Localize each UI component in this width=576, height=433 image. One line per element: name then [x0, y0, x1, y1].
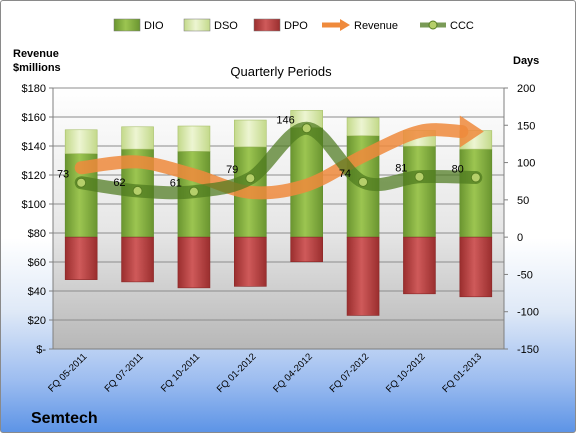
right-tick-label: 50 [517, 195, 529, 207]
legend-arrowhead-revenue [340, 19, 350, 31]
dpo-bar [403, 236, 436, 295]
x-tick-label: FQ 05-2011 [46, 351, 89, 394]
ccc-data-label: 62 [113, 177, 125, 189]
ccc-data-label: 79 [226, 164, 238, 176]
revenue-arrowhead [459, 115, 484, 148]
dpo-bar [346, 236, 380, 316]
right-tick-label: -50 [517, 269, 533, 281]
right-axis-title: Days [513, 55, 539, 67]
dio-bar [459, 148, 493, 238]
ccc-data-label: 146 [276, 114, 294, 126]
dpo-bar [290, 236, 323, 263]
dpo-bar [459, 236, 493, 298]
legend-swatch-dso [183, 18, 211, 32]
left-tick-label: $40 [28, 286, 46, 298]
dpo-bar [121, 236, 154, 283]
x-tick-label: FQ 04-2012 [271, 351, 315, 395]
left-tick-label: $120 [22, 170, 46, 182]
dso-bar [121, 126, 154, 150]
right-tick-label: 100 [517, 158, 535, 170]
legend-label-revenue: Revenue [354, 20, 398, 32]
legend-marker-ccc [428, 20, 438, 30]
legend-label-dso: DSO [214, 20, 238, 32]
ccc-data-label: 81 [395, 163, 407, 175]
ccc-data-label: 73 [57, 169, 69, 181]
dpo-bar [234, 236, 267, 287]
right-tick-label: -150 [517, 344, 539, 356]
ccc-point [470, 172, 481, 183]
plot-area: $- $20 $40 $60 $80 $100 $120 $140 $160 $180 -150 -1… [22, 83, 540, 395]
right-tick-label: 200 [517, 83, 535, 95]
ccc-point [76, 177, 87, 188]
left-tick-label: $140 [22, 141, 46, 153]
dso-bar [177, 125, 211, 152]
x-tick-label: FQ 01-2013 [440, 351, 484, 395]
left-tick-label: $80 [28, 228, 46, 240]
legend: DIO DSO DPO Revenue CCC [113, 18, 474, 32]
ccc-point [414, 171, 425, 182]
left-tick-label: $100 [22, 199, 46, 211]
dpo-bar [64, 236, 98, 280]
x-tick-label: FQ 10-2012 [384, 351, 428, 395]
ccc-line [74, 121, 483, 200]
x-tick-label: FQ 01-2012 [215, 351, 259, 395]
ccc-point [358, 176, 369, 187]
right-tick-label: 150 [517, 120, 535, 132]
ccc-data-label: 61 [170, 178, 182, 190]
revenue-line [74, 123, 469, 200]
right-tick-label: -100 [517, 307, 539, 319]
legend-label-ccc: CCC [450, 20, 474, 32]
left-tick-label: $60 [28, 257, 46, 269]
ccc-point [245, 173, 256, 184]
company-name: Semtech [31, 410, 98, 427]
left-axis-title: Revenue $millions [13, 48, 61, 74]
left-tick-label: $160 [22, 112, 46, 124]
left-tick-label: $20 [28, 315, 46, 327]
ccc-point [188, 186, 199, 197]
dso-bar [64, 129, 98, 154]
left-tick-label: $- [36, 344, 46, 356]
legend-swatch-dio [113, 18, 141, 32]
legend-swatch-dpo [253, 18, 281, 32]
right-tick-label: 0 [517, 232, 523, 244]
x-tick-label: FQ 07-2011 [103, 351, 146, 394]
ccc-point [132, 185, 143, 196]
ccc-point [301, 123, 312, 134]
legend-label-dio: DIO [144, 20, 164, 32]
left-tick-label: $180 [22, 83, 46, 95]
dso-bar [234, 119, 267, 148]
x-tick-label: FQ 10-2011 [159, 351, 202, 394]
dio-bar [403, 145, 436, 238]
chart-title: Quarterly Periods [230, 64, 332, 79]
ccc-data-label: 80 [452, 163, 464, 175]
x-tick-label: FQ 07-2012 [328, 351, 372, 395]
dpo-bar [177, 236, 211, 289]
legend-label-dpo: DPO [284, 20, 308, 32]
dso-bar [346, 117, 380, 137]
ccc-data-label: 74 [339, 168, 351, 180]
